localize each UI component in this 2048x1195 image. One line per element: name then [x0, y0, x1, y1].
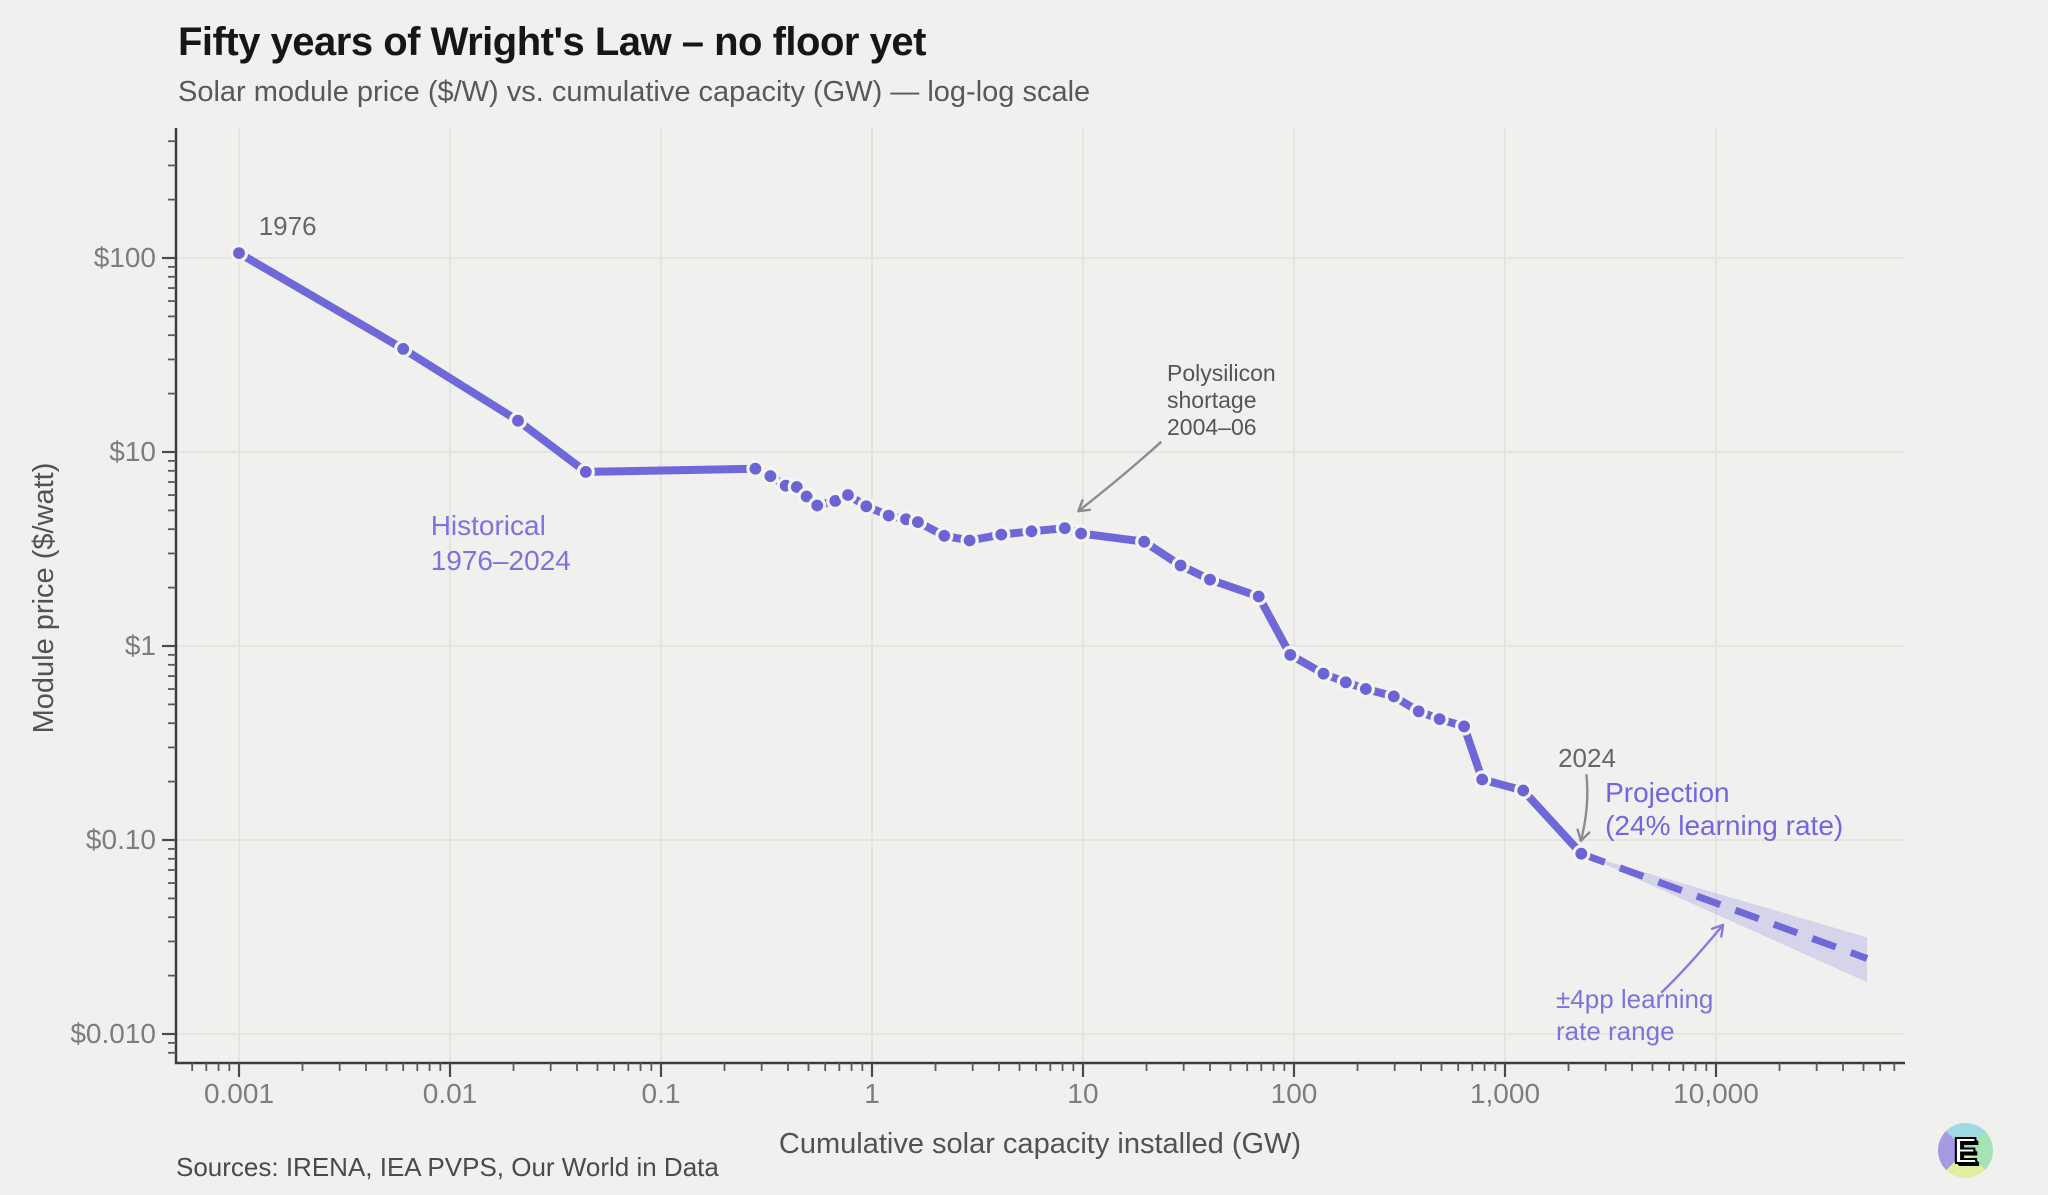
label-projection: Projection (24% learning rate)	[1605, 777, 1843, 841]
data-point	[1314, 664, 1333, 683]
y-axis-title: Module price ($/watt)	[28, 462, 60, 734]
data-point	[229, 244, 249, 263]
y-tick-label: $100	[94, 242, 156, 273]
data-point	[1249, 587, 1268, 606]
projection-dashed-line	[1580, 850, 1869, 962]
y-tick-label: $10	[109, 436, 156, 467]
data-point	[1473, 770, 1492, 789]
label-1976: 1976	[259, 211, 317, 241]
y-tick-label: $0.10	[86, 824, 156, 855]
data-point	[508, 411, 528, 430]
x-tick-label: 1,000	[1470, 1078, 1540, 1109]
data-point	[992, 525, 1011, 544]
data-point	[1409, 702, 1428, 721]
y-tick-label: $1	[125, 630, 156, 661]
data-point	[1135, 532, 1154, 551]
data-point	[838, 485, 858, 505]
logo-exponential-badge[interactable]: E	[1938, 1123, 1993, 1178]
label-band: ±4pp learning rate range	[1556, 984, 1713, 1046]
x-tick-label: 0.1	[642, 1078, 681, 1109]
data-points	[229, 244, 1591, 863]
band-polygon	[1581, 853, 1868, 983]
projection-line	[1580, 850, 1869, 962]
label-2024: 2024	[1558, 743, 1616, 773]
data-point	[935, 526, 954, 545]
data-point	[960, 531, 979, 550]
arrow-2024	[1576, 774, 1591, 842]
x-tick-label: 0.001	[204, 1078, 274, 1109]
x-axis-title: Cumulative solar capacity installed (GW)	[778, 1128, 1302, 1160]
sources-note: Sources: IRENA, IEA PVPS, Our World in D…	[176, 1152, 719, 1182]
data-point	[576, 462, 595, 481]
data-point	[1430, 709, 1449, 729]
data-point	[746, 459, 765, 478]
logo-letter: E	[1952, 1129, 1978, 1171]
data-point	[1514, 781, 1533, 800]
data-point	[1356, 679, 1375, 699]
label-polysilicon: Polysilicon shortage 2004–06	[1167, 360, 1276, 440]
y-tick-label: $0.010	[70, 1018, 156, 1049]
data-point	[1281, 645, 1300, 665]
axis-ticks	[162, 140, 1896, 1077]
data-point	[1022, 522, 1041, 541]
axis-tick-labels: 0.001 0.01 0.1 1 10 100 1,000 10,000 $100 $10 $1 $0…	[70, 242, 1758, 1109]
annotation-arrows	[1077, 440, 1725, 994]
data-point	[1200, 570, 1220, 589]
page-subtitle: Solar module price ($/W) vs. cumulative …	[178, 76, 1091, 108]
x-tick-label: 10	[1067, 1078, 1098, 1109]
data-point	[857, 497, 876, 516]
projection-uncertainty-band	[1581, 853, 1868, 983]
data-point	[1336, 673, 1355, 692]
gridlines	[176, 128, 1905, 1063]
x-tick-label: 1	[864, 1078, 880, 1109]
data-point	[1454, 717, 1474, 736]
page-title: Fifty years of Wright's Law – no floor y…	[178, 20, 926, 64]
data-point	[394, 339, 413, 358]
data-point	[1071, 524, 1091, 543]
data-point	[1171, 556, 1190, 575]
x-tick-label: 0.01	[423, 1078, 478, 1109]
x-tick-label: 10,000	[1673, 1078, 1759, 1109]
data-point	[1572, 844, 1591, 863]
data-point	[1384, 687, 1403, 706]
axes	[174, 128, 1905, 1065]
data-point	[908, 512, 928, 532]
data-point	[879, 506, 898, 525]
x-tick-label: 100	[1271, 1078, 1318, 1109]
data-point	[761, 467, 780, 486]
label-historical: Historical 1976–2024	[431, 510, 571, 576]
data-point	[808, 496, 827, 515]
arrow-polysilicon	[1077, 440, 1163, 513]
arrow-band	[1660, 923, 1725, 994]
axis-spines	[174, 128, 1905, 1065]
annotations: 1976 2024 Historical 1976–2024 Projection (24…	[259, 211, 1844, 1046]
data-point	[1055, 519, 1074, 538]
